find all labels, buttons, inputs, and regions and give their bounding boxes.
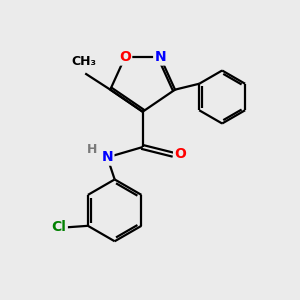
Text: N: N <box>101 150 113 164</box>
Text: N: N <box>154 50 166 64</box>
Text: O: O <box>119 50 131 64</box>
Text: CH₃: CH₃ <box>71 55 96 68</box>
Text: Cl: Cl <box>52 220 67 234</box>
Text: O: O <box>174 147 186 161</box>
Text: H: H <box>87 143 97 157</box>
